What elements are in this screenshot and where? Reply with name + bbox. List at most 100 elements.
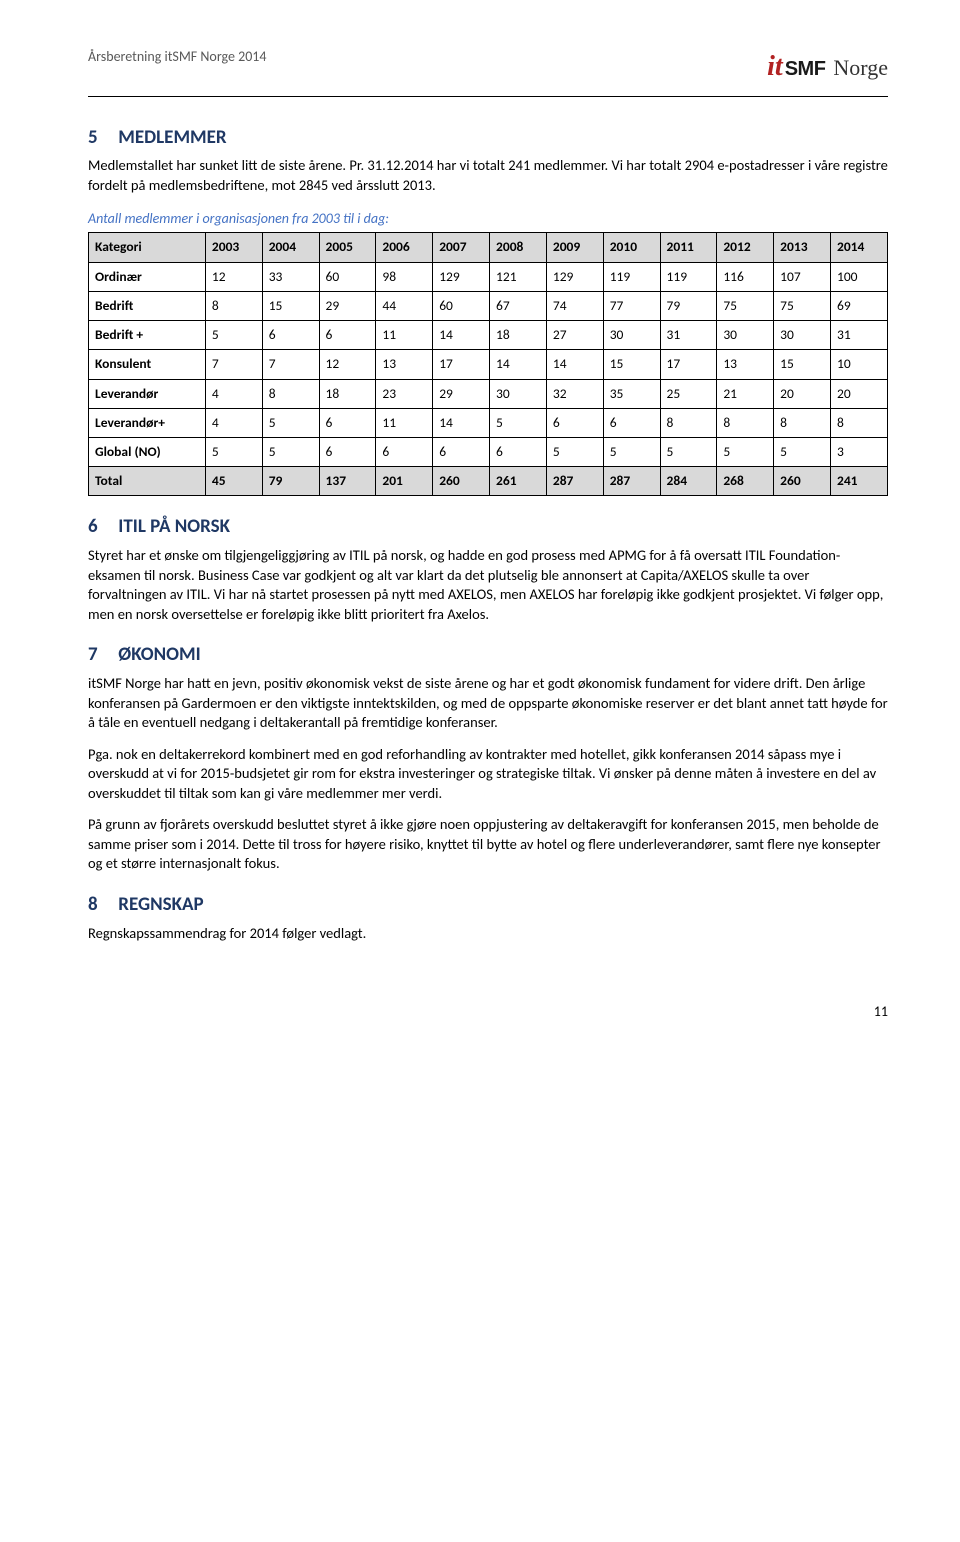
table-cell: 7 bbox=[262, 350, 319, 379]
table-cell: 6 bbox=[319, 408, 376, 437]
table-col-year: 2012 bbox=[717, 233, 774, 262]
table-cell: 3 bbox=[831, 437, 888, 466]
logo-it-icon: it bbox=[767, 48, 783, 86]
section-5-para-1: Medlemstallet har sunket litt de siste å… bbox=[88, 156, 888, 195]
table-col-year: 2014 bbox=[831, 233, 888, 262]
table-cell: 6 bbox=[546, 408, 603, 437]
table-cell: 6 bbox=[262, 321, 319, 350]
table-cell: 116 bbox=[717, 262, 774, 291]
table-cell: 29 bbox=[319, 291, 376, 320]
table-cell: 31 bbox=[660, 321, 717, 350]
table-cell: 5 bbox=[205, 321, 262, 350]
table-head: Kategori20032004200520062007200820092010… bbox=[89, 233, 888, 262]
table-cell: 60 bbox=[433, 291, 490, 320]
table-cell: 5 bbox=[717, 437, 774, 466]
table-cell: 8 bbox=[717, 408, 774, 437]
section-6-heading: 6 ITIL PÅ NORSK bbox=[88, 514, 888, 540]
table-row: Leverandør4818232930323525212020 bbox=[89, 379, 888, 408]
table-total-cell: 260 bbox=[433, 467, 490, 496]
table-total-cell: 261 bbox=[490, 467, 547, 496]
table-cell: 14 bbox=[490, 350, 547, 379]
section-5-num: 5 bbox=[88, 125, 114, 151]
section-7-para-3: På grunn av fjorårets overskudd beslutte… bbox=[88, 815, 888, 874]
table-cell: 14 bbox=[546, 350, 603, 379]
table-cell: 17 bbox=[433, 350, 490, 379]
table-body: Ordinær12336098129121129119119116107100B… bbox=[89, 262, 888, 496]
section-6-num: 6 bbox=[88, 514, 114, 540]
table-total-cell: 241 bbox=[831, 467, 888, 496]
table-total-cell: 287 bbox=[603, 467, 660, 496]
table-col-year: 2010 bbox=[603, 233, 660, 262]
table-cell: 8 bbox=[262, 379, 319, 408]
table-cell: 5 bbox=[603, 437, 660, 466]
table-col-year: 2005 bbox=[319, 233, 376, 262]
table-row-label: Ordinær bbox=[89, 262, 206, 291]
table-cell: 6 bbox=[603, 408, 660, 437]
table-cell: 75 bbox=[717, 291, 774, 320]
table-cell: 15 bbox=[774, 350, 831, 379]
table-cell: 4 bbox=[205, 408, 262, 437]
table-col-year: 2009 bbox=[546, 233, 603, 262]
table-caption: Antall medlemmer i organisasjonen fra 20… bbox=[88, 210, 888, 229]
page-number: 11 bbox=[88, 1003, 888, 1022]
table-row: Bedrift81529446067747779757569 bbox=[89, 291, 888, 320]
table-cell: 11 bbox=[376, 321, 433, 350]
table-cell: 30 bbox=[603, 321, 660, 350]
table-cell: 77 bbox=[603, 291, 660, 320]
table-col-year: 2006 bbox=[376, 233, 433, 262]
section-8-heading: 8 REGNSKAP bbox=[88, 892, 888, 918]
table-row-label: Konsulent bbox=[89, 350, 206, 379]
table-cell: 14 bbox=[433, 321, 490, 350]
logo-smf: SMF bbox=[785, 56, 826, 83]
table-row: Leverandør+45611145668888 bbox=[89, 408, 888, 437]
section-5-heading: 5 MEDLEMMER bbox=[88, 125, 888, 151]
table-cell: 20 bbox=[831, 379, 888, 408]
table-row: Global (NO)556666555553 bbox=[89, 437, 888, 466]
table-cell: 15 bbox=[262, 291, 319, 320]
table-cell: 5 bbox=[205, 437, 262, 466]
table-cell: 6 bbox=[433, 437, 490, 466]
table-cell: 20 bbox=[774, 379, 831, 408]
table-cell: 29 bbox=[433, 379, 490, 408]
table-cell: 27 bbox=[546, 321, 603, 350]
table-cell: 21 bbox=[717, 379, 774, 408]
table-row-label: Bedrift + bbox=[89, 321, 206, 350]
table-row: Konsulent7712131714141517131510 bbox=[89, 350, 888, 379]
section-5-title: MEDLEMMER bbox=[118, 126, 226, 149]
table-cell: 5 bbox=[490, 408, 547, 437]
table-cell: 7 bbox=[205, 350, 262, 379]
table-cell: 11 bbox=[376, 408, 433, 437]
table-cell: 15 bbox=[603, 350, 660, 379]
table-col-year: 2007 bbox=[433, 233, 490, 262]
table-total-cell: 79 bbox=[262, 467, 319, 496]
table-cell: 30 bbox=[490, 379, 547, 408]
section-6-title: ITIL PÅ NORSK bbox=[118, 515, 230, 538]
table-col-year: 2008 bbox=[490, 233, 547, 262]
table-cell: 6 bbox=[490, 437, 547, 466]
table-total-cell: 45 bbox=[205, 467, 262, 496]
page-header: Årsberetning itSMF Norge 2014 itSMF Norg… bbox=[88, 48, 888, 86]
table-row-label: Bedrift bbox=[89, 291, 206, 320]
table-cell: 17 bbox=[660, 350, 717, 379]
header-rule bbox=[88, 96, 888, 97]
logo-norge: Norge bbox=[833, 53, 888, 83]
table-cell: 98 bbox=[376, 262, 433, 291]
section-8-para-1: Regnskapssammendrag for 2014 følger vedl… bbox=[88, 924, 888, 944]
section-7-para-2: Pga. nok en deltakerrekord kombinert med… bbox=[88, 745, 888, 804]
table-cell: 67 bbox=[490, 291, 547, 320]
table-cell: 129 bbox=[546, 262, 603, 291]
table-total-label: Total bbox=[89, 467, 206, 496]
table-cell: 33 bbox=[262, 262, 319, 291]
section-7-heading: 7 ØKONOMI bbox=[88, 642, 888, 668]
table-cell: 5 bbox=[262, 408, 319, 437]
section-6-para-1: Styret har et ønske om tilgjengeliggjøri… bbox=[88, 546, 888, 624]
table-cell: 25 bbox=[660, 379, 717, 408]
table-total-cell: 137 bbox=[319, 467, 376, 496]
table-cell: 18 bbox=[319, 379, 376, 408]
table-cell: 121 bbox=[490, 262, 547, 291]
table-total-cell: 284 bbox=[660, 467, 717, 496]
table-cell: 129 bbox=[433, 262, 490, 291]
table-cell: 6 bbox=[319, 437, 376, 466]
table-total-cell: 287 bbox=[546, 467, 603, 496]
table-total-cell: 268 bbox=[717, 467, 774, 496]
